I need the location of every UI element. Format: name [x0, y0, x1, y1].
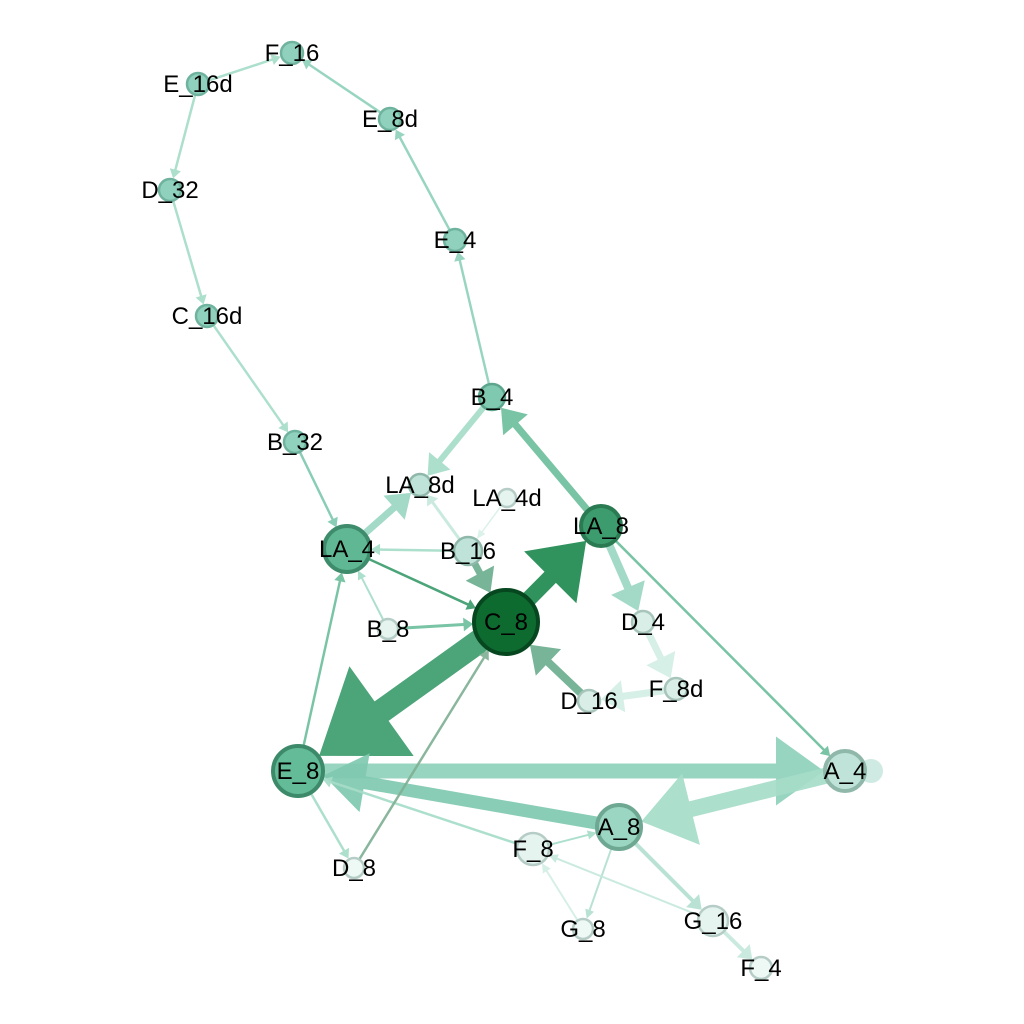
- edge-C_16d-to-B_32: [212, 324, 289, 433]
- node-F_8[interactable]: [515, 831, 551, 867]
- node-B_16[interactable]: [452, 535, 484, 567]
- node-label-C_8: C_8: [484, 609, 528, 636]
- node-label-D_16: D_16: [560, 688, 617, 715]
- node-LA_8[interactable]: [579, 504, 623, 548]
- node-label-D_32: D_32: [141, 177, 198, 204]
- node-label-E_8: E_8: [277, 758, 320, 785]
- node-label-LA_8: LA_8: [573, 513, 629, 540]
- edge-B_16-to-LA_4: [371, 543, 454, 556]
- edge-A_8-to-E_8: [323, 753, 599, 830]
- node-C_16d[interactable]: [194, 303, 220, 329]
- node-E_4[interactable]: [442, 227, 468, 253]
- edge-B_32-to-LA_4: [298, 451, 338, 528]
- edge-D_32-to-C_16d: [171, 200, 207, 305]
- edge-D_8-to-C_8: [358, 650, 489, 861]
- node-label-E_8d: E_8d: [362, 106, 418, 133]
- node-G_16[interactable]: [696, 904, 730, 938]
- node-label-B_8: B_8: [367, 616, 410, 643]
- edge-E_8-to-LA_4: [302, 572, 346, 747]
- edge-C_8-to-E_8: [319, 630, 487, 756]
- node-LA_4[interactable]: [322, 524, 372, 574]
- node-B_4[interactable]: [477, 382, 507, 412]
- edge-B_4-to-LA_8d: [427, 405, 487, 476]
- node-LA_4d[interactable]: [496, 487, 518, 509]
- edge-LA_4d-to-B_16: [476, 504, 503, 539]
- node-label-A_4: A_4: [824, 758, 867, 785]
- node-label-LA_8d: LA_8d: [385, 472, 454, 499]
- node-label-B_4: B_4: [471, 384, 514, 411]
- node-layer: [157, 40, 867, 981]
- edge-E_4-to-E_8d: [394, 129, 451, 231]
- edge-C_8-to-LA_8: [522, 540, 587, 605]
- edge-G_8-to-F_8: [542, 863, 579, 922]
- node-E_8[interactable]: [271, 744, 325, 798]
- node-label-C_16d: C_16d: [172, 303, 243, 330]
- node-label-LA_4: LA_4: [319, 536, 375, 563]
- node-B_8[interactable]: [376, 617, 400, 641]
- edge-LA_4-to-LA_8d: [362, 492, 411, 537]
- node-label-D_8: D_8: [332, 855, 376, 882]
- edge-B_4-to-E_4: [454, 251, 491, 385]
- node-D_16[interactable]: [576, 688, 602, 714]
- edge-B_8-to-C_8: [397, 617, 474, 632]
- edge-A_8-to-G_16: [633, 841, 702, 910]
- node-F_4[interactable]: [748, 955, 774, 981]
- node-label-E_16d: E_16d: [163, 71, 232, 98]
- node-label-F_8: F_8: [512, 836, 553, 863]
- node-label-G_16: G_16: [684, 908, 743, 935]
- edge-D_4-to-F_8d: [644, 630, 676, 679]
- node-B_32[interactable]: [282, 429, 308, 455]
- node-label-F_4: F_4: [740, 955, 781, 982]
- node-D_32[interactable]: [157, 177, 183, 203]
- node-label-G_8: G_8: [560, 916, 605, 943]
- node-label-LA_4d: LA_4d: [472, 485, 541, 512]
- edge-B_8-to-LA_4: [357, 570, 385, 621]
- node-label-F_8d: F_8d: [649, 676, 704, 703]
- edge-D_16-to-C_8: [529, 644, 584, 697]
- edge-A_8-to-G_8: [585, 847, 613, 919]
- edge-LA_8-to-A_4: [614, 539, 831, 757]
- edge-B_16-to-C_8: [465, 561, 495, 593]
- edge-F_8d-to-D_16: [600, 680, 666, 713]
- edge-A_4-to-A_8: [641, 768, 828, 845]
- edge-F_8-to-A_8: [548, 830, 597, 846]
- edge-E_8d-to-F_16: [302, 59, 382, 114]
- edge-E_16d-to-D_32: [169, 94, 197, 179]
- node-label-B_32: B_32: [267, 429, 323, 456]
- node-label-D_4: D_4: [621, 609, 665, 636]
- node-C_8[interactable]: [472, 588, 540, 656]
- node-label-A_8: A_8: [598, 814, 641, 841]
- node-label-B_16: B_16: [440, 538, 496, 565]
- edge-E_8-to-D_8: [309, 792, 349, 859]
- node-E_8d[interactable]: [377, 106, 403, 132]
- node-LA_8d[interactable]: [407, 472, 433, 498]
- node-label-E_4: E_4: [434, 227, 477, 254]
- edge-G_16-to-F_8: [548, 854, 700, 917]
- node-A_4[interactable]: [823, 749, 867, 793]
- edge-layer: [169, 54, 883, 960]
- edge-B_16-to-LA_8d: [427, 494, 461, 541]
- edge-LA_8-to-B_4: [501, 407, 591, 513]
- edge-E_16d-to-F_16: [208, 54, 281, 82]
- edge-G_16-to-F_4: [722, 930, 753, 960]
- node-F_8d[interactable]: [663, 676, 689, 702]
- node-D_8[interactable]: [342, 856, 366, 880]
- edge-LA_8-to-D_4: [605, 542, 645, 611]
- edge-E_8-to-A_4: [323, 736, 824, 806]
- node-D_4[interactable]: [630, 609, 656, 635]
- node-G_8[interactable]: [571, 917, 595, 941]
- node-label-F_16: F_16: [265, 40, 320, 67]
- edge-F_8-to-E_8: [322, 776, 519, 846]
- edge-LA_4-to-C_8: [367, 557, 476, 610]
- label-layer: F_16 E_16d E_8d D_32 E_4 C_16d B_4 B_32 LA_8d LA_…: [141, 40, 866, 982]
- node-A_8[interactable]: [595, 803, 643, 851]
- node-E_16d[interactable]: [185, 71, 211, 97]
- node-F_16[interactable]: [279, 40, 305, 66]
